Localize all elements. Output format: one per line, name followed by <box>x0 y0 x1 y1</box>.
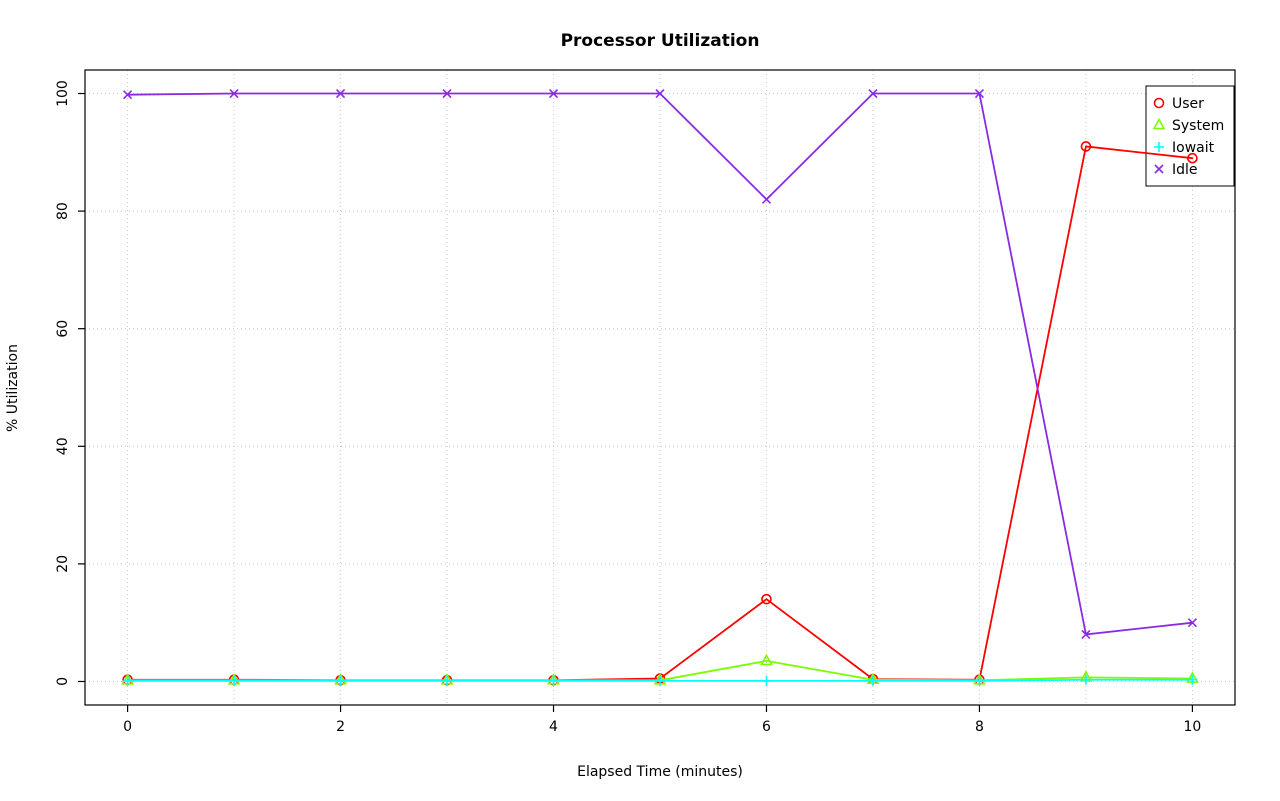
chart-title: Processor Utilization <box>561 31 760 51</box>
series-idle-marker <box>123 90 133 100</box>
series-idle-marker <box>335 88 346 99</box>
x-tick-label: 6 <box>762 719 771 735</box>
series-iowait-marker <box>761 675 772 686</box>
legend-label-user: User <box>1172 96 1204 112</box>
series-user-marker <box>761 593 772 605</box>
series-idle-marker <box>761 194 772 204</box>
series-idle-marker <box>868 88 878 99</box>
grid-layer <box>85 70 1235 705</box>
series-iowait-marker <box>442 675 453 686</box>
x-tick-label: 2 <box>336 719 345 735</box>
series-idle-marker <box>974 88 985 99</box>
legend-label-system: System <box>1172 118 1224 134</box>
legend-box <box>1145 85 1235 187</box>
series-idle-marker <box>1187 618 1197 628</box>
series-idle-marker <box>442 88 452 99</box>
legend-marker-system <box>1152 117 1166 130</box>
y-tick-label: 60 <box>55 320 71 338</box>
x-tick-label: 4 <box>549 719 558 735</box>
legend-label-idle: Idle <box>1172 162 1198 178</box>
y-tick-label: 80 <box>55 202 71 220</box>
series-idle-marker <box>1081 629 1091 640</box>
legend-marker-user <box>1153 97 1165 109</box>
y-axis-label: % Utilization <box>5 344 21 432</box>
series-iowait-marker <box>122 675 133 686</box>
series-idle-marker <box>548 88 559 99</box>
series-layer <box>121 88 1199 686</box>
plot-border <box>84 69 1236 706</box>
legend-marker-iowait <box>1154 142 1164 152</box>
legend-marker-idle <box>1154 164 1164 174</box>
series-iowait-marker <box>655 675 665 686</box>
series-iowait-marker <box>1187 674 1198 685</box>
x-axis-label: Elapsed Time (minutes) <box>577 764 743 780</box>
series-iowait-marker <box>1080 674 1091 685</box>
series-user-marker <box>1080 141 1092 152</box>
y-tick-label: 20 <box>55 555 71 573</box>
series-idle-marker <box>229 88 239 99</box>
legend-label-iowait: Iowait <box>1172 140 1215 156</box>
series-system-marker <box>760 653 773 666</box>
series-iowait-marker <box>548 675 559 686</box>
legend: User System Iowait Idle <box>1145 85 1235 187</box>
x-tick-label: 0 <box>123 719 132 735</box>
x-tick-label: 8 <box>975 719 984 735</box>
series-idle-marker <box>655 88 665 99</box>
series-iowait-marker <box>867 675 878 686</box>
series-iowait-marker <box>229 675 240 686</box>
y-tick-label: 40 <box>55 437 71 455</box>
x-tick-label: 10 <box>1183 719 1201 735</box>
series-iowait-marker <box>974 675 985 686</box>
y-tick-label: 100 <box>55 80 71 107</box>
series-user-marker <box>1187 152 1198 164</box>
y-tick-label: 0 <box>55 677 71 686</box>
series-iowait-marker <box>335 675 346 686</box>
